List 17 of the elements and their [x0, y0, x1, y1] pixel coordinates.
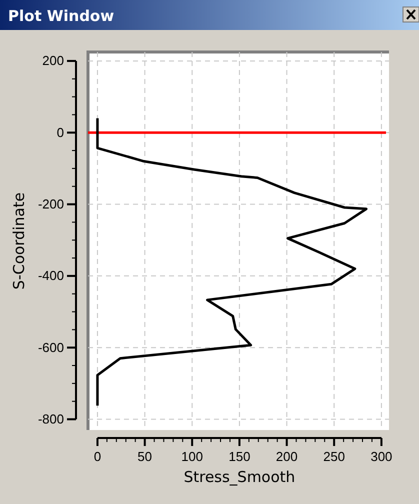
x-tick-label: 200	[276, 449, 298, 464]
x-tick-label: 250	[323, 449, 345, 464]
y-tick-label: -600	[38, 340, 64, 355]
y-axis-title: S-Coordinate	[10, 192, 28, 290]
y-tick-label: -200	[38, 196, 64, 212]
x-tick-label: 50	[138, 449, 152, 464]
x-tick-label: 150	[228, 449, 250, 464]
y-tick-label: 200	[42, 53, 64, 68]
x-tick-label: 0	[94, 449, 102, 464]
x-tick-label: 300	[370, 449, 392, 464]
y-tick-label: 0	[56, 124, 64, 140]
x-tick-label: 100	[181, 449, 203, 464]
x-axis-title: Stress_Smooth	[184, 468, 296, 486]
chart-title: Plot Window	[8, 7, 114, 25]
y-tick-label: -400	[38, 268, 64, 284]
y-tick-label: -800	[38, 411, 64, 426]
line-series	[96, 117, 368, 407]
